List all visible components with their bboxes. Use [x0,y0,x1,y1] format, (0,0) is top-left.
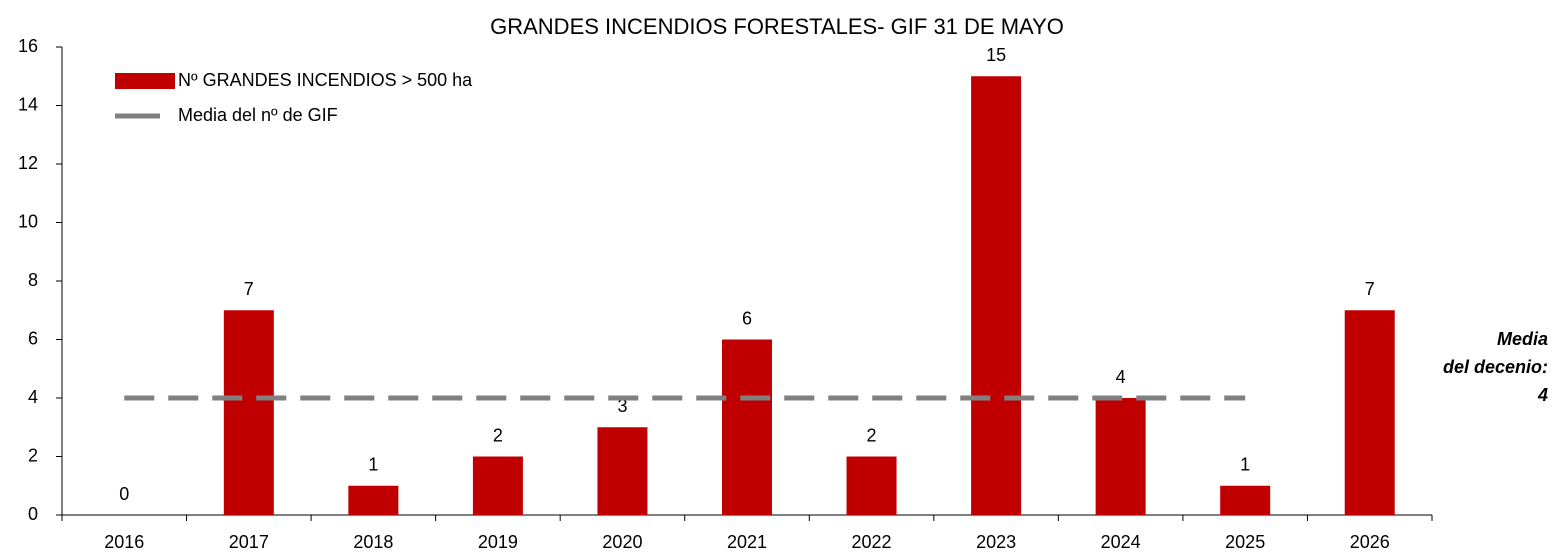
x-tick-label: 2016 [104,532,144,552]
x-tick-label: 2018 [353,532,393,552]
data-label: 0 [119,484,129,504]
data-label: 1 [368,455,378,475]
data-label: 1 [1240,455,1250,475]
annotation: del decenio: [1443,357,1548,377]
data-label: 7 [1365,279,1375,299]
x-tick-label: 2019 [478,532,518,552]
y-tick-label: 14 [18,94,38,114]
data-label: 4 [1116,367,1126,387]
bar [722,339,772,515]
data-label: 7 [244,279,254,299]
bar [597,427,648,515]
data-label: 3 [617,396,627,416]
bar [1095,398,1146,515]
y-tick-label: 4 [28,387,38,407]
x-tick-label: 2025 [1225,532,1265,552]
legend-label: Nº GRANDES INCENDIOS > 500 ha [178,70,473,90]
x-tick-label: 2023 [976,532,1016,552]
data-label: 2 [867,425,877,445]
bar [223,310,274,515]
y-tick-label: 12 [18,153,38,173]
data-label: 2 [493,425,503,445]
chart-title: GRANDES INCENDIOS FORESTALES- GIF 31 DE … [490,14,1064,39]
bar [846,456,897,515]
bar [348,485,399,515]
annotation: 4 [1537,385,1548,405]
x-tick-label: 2026 [1350,532,1390,552]
x-tick-label: 2020 [602,532,642,552]
y-tick-label: 2 [28,445,38,465]
y-tick-label: 10 [18,211,38,231]
x-tick-label: 2017 [229,532,269,552]
y-tick-label: 0 [28,504,38,524]
legend-label: Media del nº de GIF [178,105,338,125]
data-label: 15 [986,45,1006,65]
bar [472,456,523,515]
x-tick-label: 2021 [727,532,767,552]
annotation: Media [1497,329,1548,349]
y-tick-label: 6 [28,328,38,348]
data-label: 6 [742,308,752,328]
x-tick-label: 2022 [852,532,892,552]
legend-swatch [115,73,175,89]
x-tick-label: 2024 [1101,532,1141,552]
y-tick-label: 16 [18,36,38,56]
bar [1344,310,1395,515]
bar [1220,485,1271,515]
y-tick-label: 8 [28,270,38,290]
bar [971,76,1022,515]
